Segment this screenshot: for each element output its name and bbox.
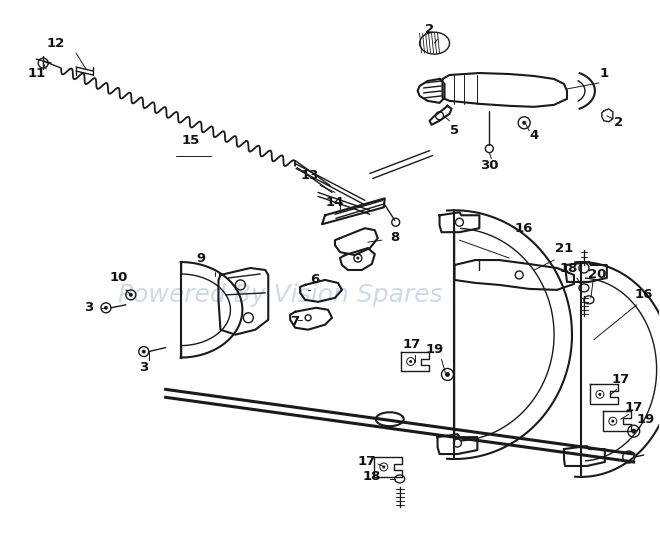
Text: 14: 14 (326, 196, 344, 209)
Text: 16: 16 (634, 288, 653, 301)
Text: 9: 9 (196, 252, 205, 265)
Circle shape (104, 306, 108, 310)
Text: 17: 17 (612, 373, 630, 386)
Circle shape (631, 429, 636, 434)
Text: 7: 7 (290, 315, 300, 328)
Text: 2: 2 (614, 116, 623, 129)
Text: Powered By Vision Spares: Powered By Vision Spares (118, 283, 442, 307)
Text: 3: 3 (139, 361, 148, 374)
Text: 5: 5 (450, 124, 459, 137)
Circle shape (382, 465, 385, 469)
Text: 4: 4 (529, 129, 539, 142)
Circle shape (522, 121, 526, 125)
Text: 17: 17 (358, 455, 376, 468)
Text: 19: 19 (426, 343, 444, 356)
Text: 6: 6 (310, 273, 319, 286)
Text: 3: 3 (84, 301, 94, 314)
Circle shape (445, 372, 450, 377)
Text: 8: 8 (390, 231, 399, 244)
Text: 21: 21 (555, 242, 573, 254)
Circle shape (611, 420, 614, 423)
Circle shape (409, 360, 412, 363)
Circle shape (599, 393, 601, 396)
Text: 17: 17 (624, 401, 643, 414)
Text: 1: 1 (599, 67, 609, 80)
Text: 11: 11 (27, 67, 46, 80)
Text: 18: 18 (560, 261, 578, 274)
Text: 17: 17 (403, 338, 421, 351)
Circle shape (142, 350, 146, 353)
Text: 12: 12 (47, 37, 65, 49)
Text: 30: 30 (480, 159, 498, 172)
Circle shape (356, 257, 360, 259)
Text: 16: 16 (515, 222, 533, 235)
Text: 20: 20 (587, 268, 606, 281)
Text: 15: 15 (182, 134, 200, 147)
Circle shape (129, 293, 133, 297)
Text: 2: 2 (425, 23, 434, 36)
Text: 10: 10 (110, 272, 128, 285)
Text: 19: 19 (636, 413, 655, 426)
Text: 18: 18 (362, 470, 381, 484)
Text: 13: 13 (301, 169, 319, 182)
